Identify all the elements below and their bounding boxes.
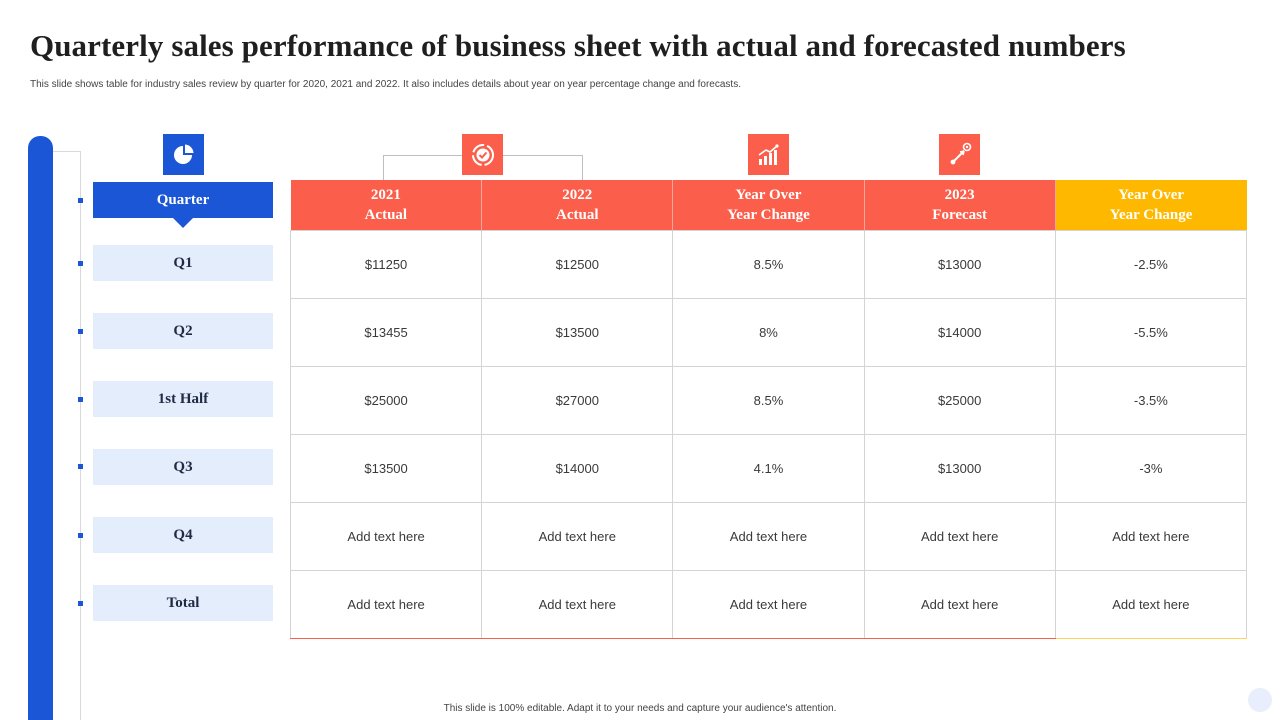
table-cell: -2.5% bbox=[1054, 229, 1248, 299]
refresh-check-icon bbox=[462, 134, 503, 175]
table-cell: Add text here bbox=[1054, 501, 1248, 571]
table-cell: $13000 bbox=[863, 229, 1056, 299]
table-cell: Add text here bbox=[672, 501, 865, 571]
growth-bars-icon bbox=[748, 134, 789, 175]
table-cell: Add text here bbox=[863, 501, 1056, 571]
slide-subtitle: This slide shows table for industry sale… bbox=[30, 79, 741, 90]
table-header-row: 2021 Actual 2022 Actual Year Over Year Chan… bbox=[290, 180, 1247, 230]
column-header-forecast-yoy-change: Year Over Year Change bbox=[1055, 180, 1247, 230]
left-accent-bar bbox=[28, 136, 53, 720]
column-header-line: Actual bbox=[556, 206, 599, 223]
pie-chart-icon bbox=[163, 134, 204, 175]
table-cell: 4.1% bbox=[672, 433, 865, 503]
table-cell: 8.5% bbox=[672, 365, 865, 435]
table-row: Add text here Add text here Add text her… bbox=[289, 501, 1248, 571]
column-header-2023-forecast: 2023 Forecast bbox=[864, 180, 1056, 230]
table-cell: Add text here bbox=[672, 569, 865, 639]
sales-table: 2021 Actual 2022 Actual Year Over Year Chan… bbox=[289, 180, 1248, 639]
table-cell: $13500 bbox=[481, 297, 674, 367]
column-header-line: Forecast bbox=[932, 206, 987, 223]
table-row: $13455 $13500 8% $14000 -5.5% bbox=[289, 297, 1248, 367]
table-cell: Add text here bbox=[481, 501, 674, 571]
timeline-line bbox=[80, 151, 81, 720]
row-label-q4: Q4 bbox=[93, 517, 273, 553]
table-row: $25000 $27000 8.5% $25000 -3.5% bbox=[289, 365, 1248, 435]
table-cell: Add text here bbox=[481, 569, 674, 639]
table-cell: $25000 bbox=[289, 365, 483, 435]
table-cell: $27000 bbox=[481, 365, 674, 435]
row-label-q1: Q1 bbox=[93, 245, 273, 281]
timeline-dot bbox=[78, 464, 83, 469]
table-cell: Add text here bbox=[1054, 569, 1248, 639]
column-header-line: 2021 bbox=[370, 186, 401, 203]
timeline-dot bbox=[78, 601, 83, 606]
column-header-line: Year Change bbox=[727, 206, 810, 223]
table-cell: $14000 bbox=[481, 433, 674, 503]
row-label-total: Total bbox=[93, 585, 273, 621]
table-cell: $13500 bbox=[289, 433, 483, 503]
table-cell: $12500 bbox=[481, 229, 674, 299]
table-cell: 8% bbox=[672, 297, 865, 367]
column-header-yoy-change: Year Over Year Change bbox=[672, 180, 865, 230]
corner-circle-decoration bbox=[1248, 688, 1272, 712]
row-label-first-half: 1st Half bbox=[93, 381, 273, 417]
row-label-q2: Q2 bbox=[93, 313, 273, 349]
timeline-dot bbox=[78, 329, 83, 334]
table-cell: Add text here bbox=[863, 569, 1056, 639]
column-header-line: 2023 bbox=[944, 186, 975, 203]
timeline-dot bbox=[78, 533, 83, 538]
timeline-dot bbox=[78, 397, 83, 402]
target-arrow-icon bbox=[939, 134, 980, 175]
table-row: Add text here Add text here Add text her… bbox=[289, 569, 1248, 639]
quarter-header: Quarter bbox=[93, 182, 273, 228]
slide-title: Quarterly sales performance of business … bbox=[30, 28, 1126, 63]
table-cell: -5.5% bbox=[1054, 297, 1248, 367]
row-label-q3: Q3 bbox=[93, 449, 273, 485]
table-cell: $11250 bbox=[289, 229, 483, 299]
column-header-2021-actual: 2021 Actual bbox=[290, 180, 483, 230]
column-header-line: Year Over bbox=[1118, 186, 1185, 203]
table-cell: $25000 bbox=[863, 365, 1056, 435]
timeline-dot bbox=[78, 261, 83, 266]
table-cell: $14000 bbox=[863, 297, 1056, 367]
column-header-line: 2022 bbox=[562, 186, 593, 203]
column-header-line: Year Over bbox=[735, 186, 802, 203]
timeline-dot bbox=[78, 198, 83, 203]
column-header-2022-actual: 2022 Actual bbox=[481, 180, 674, 230]
table-cell: $13000 bbox=[863, 433, 1056, 503]
table-cell: $13455 bbox=[289, 297, 483, 367]
table-cell: -3% bbox=[1054, 433, 1248, 503]
table-cell: Add text here bbox=[289, 501, 483, 571]
column-header-line: Year Change bbox=[1109, 206, 1193, 223]
slide-footer: This slide is 100% editable. Adapt it to… bbox=[443, 703, 837, 714]
table-cell: -3.5% bbox=[1054, 365, 1248, 435]
table-cell: Add text here bbox=[289, 569, 483, 639]
table-cell: 8.5% bbox=[672, 229, 865, 299]
column-header-line: Actual bbox=[364, 206, 408, 223]
connector-line bbox=[53, 151, 81, 152]
table-row: $11250 $12500 8.5% $13000 -2.5% bbox=[289, 229, 1248, 299]
table-row: $13500 $14000 4.1% $13000 -3% bbox=[289, 433, 1248, 503]
